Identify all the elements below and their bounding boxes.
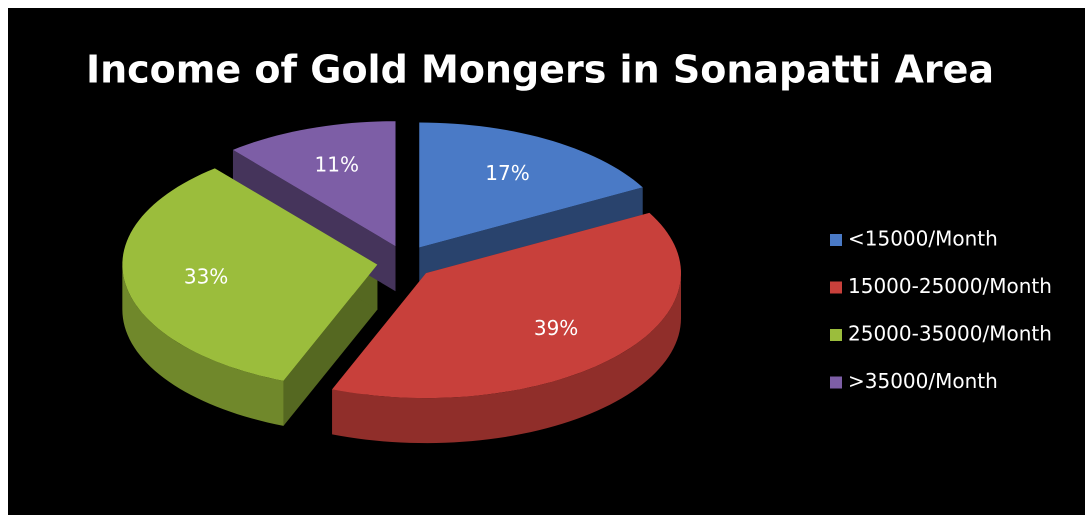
legend-swatch [830, 329, 842, 341]
slice [232, 121, 396, 247]
slice-tops [122, 121, 681, 399]
legend-swatch [830, 234, 842, 246]
slice-wall [283, 264, 378, 426]
data-label: 11% [315, 153, 359, 177]
slice [419, 122, 643, 248]
legend-label: >35000/Month [848, 369, 998, 393]
data-label: 39% [534, 316, 578, 340]
chart-title: Income of Gold Mongers in Sonapatti Area [86, 48, 994, 92]
legend-label: 15000-25000/Month [848, 274, 1052, 298]
data-label: 33% [184, 264, 228, 288]
slice [332, 212, 681, 399]
data-label: 17% [485, 161, 529, 185]
legend-label: <15000/Month [848, 227, 998, 251]
slice-side [332, 273, 682, 444]
legend-swatch [830, 281, 842, 294]
legend-label: 25000-35000/Month [848, 322, 1052, 346]
slice [122, 168, 378, 381]
legend-swatch [830, 376, 842, 389]
slice-side [122, 264, 284, 426]
